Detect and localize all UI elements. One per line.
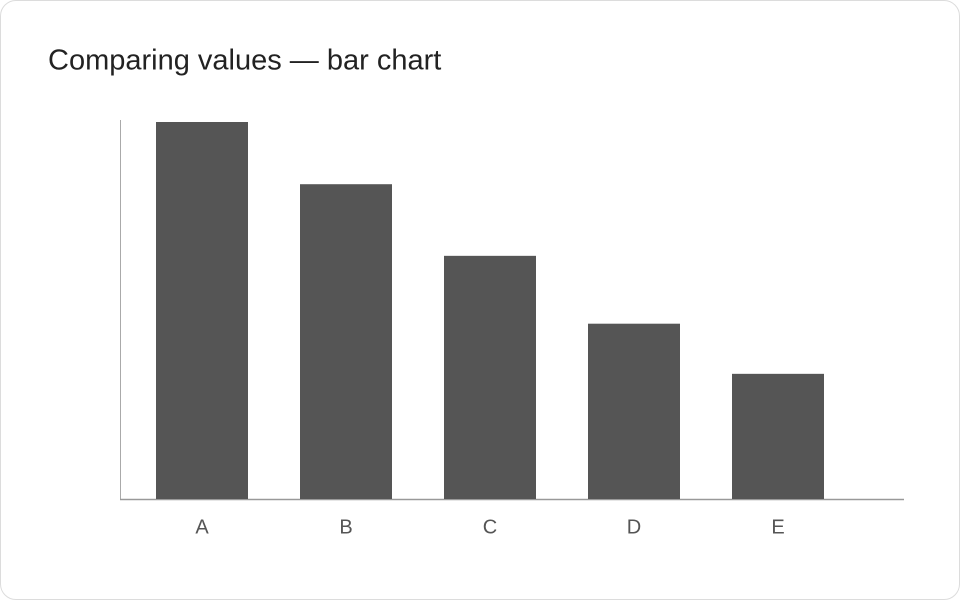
bar: [732, 373, 824, 499]
x-tick-label: D: [627, 516, 641, 538]
x-tick-label: E: [771, 516, 784, 538]
bar: [156, 122, 248, 499]
chart-title: Comparing values — bar chart: [48, 45, 441, 77]
x-tick-label: C: [483, 516, 497, 538]
bar: [300, 184, 392, 499]
bar: [444, 255, 536, 499]
bar: [588, 323, 680, 499]
x-tick-label: A: [195, 516, 209, 538]
x-tick-label: B: [339, 516, 352, 538]
